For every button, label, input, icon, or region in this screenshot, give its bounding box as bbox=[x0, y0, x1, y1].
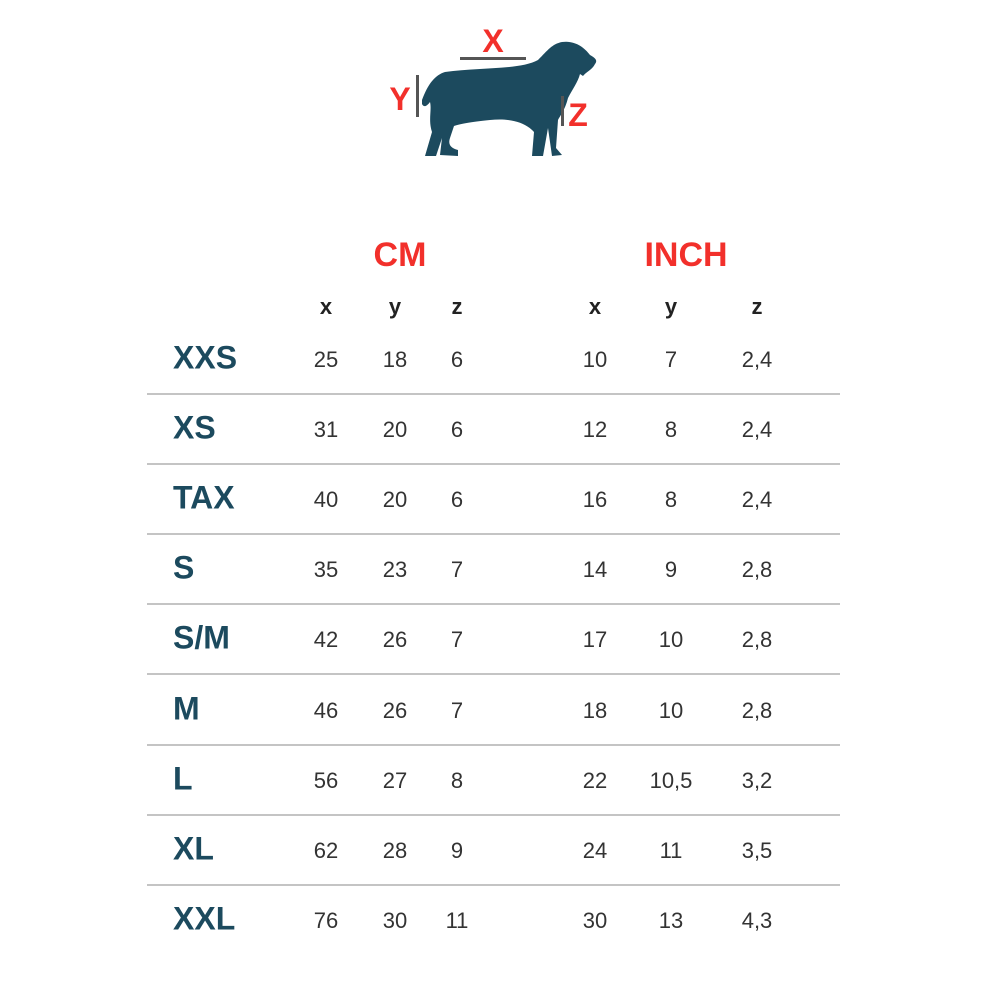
cm-value: 6 bbox=[450, 487, 464, 513]
inch-value: 30 bbox=[582, 907, 608, 933]
cm-value: 28 bbox=[382, 837, 408, 863]
inch-value: 18 bbox=[582, 697, 608, 723]
row-divider bbox=[147, 743, 840, 746]
label-z: Z bbox=[568, 97, 588, 133]
cm-value: 31 bbox=[313, 417, 339, 443]
inch-value: 7 bbox=[664, 347, 678, 372]
cm-value: 7 bbox=[450, 557, 464, 583]
inch-value: 3,2 bbox=[741, 767, 773, 793]
cm-value: 20 bbox=[382, 487, 408, 513]
size-label: XL bbox=[173, 830, 214, 867]
inch-value: 10,5 bbox=[649, 767, 693, 793]
cm-value: 30 bbox=[382, 907, 408, 933]
inch-value: 24 bbox=[582, 837, 608, 863]
inch-value: 2,8 bbox=[741, 697, 773, 723]
column-header-cm: x bbox=[319, 294, 333, 319]
inch-value: 3,5 bbox=[741, 837, 773, 863]
cm-value: 9 bbox=[450, 837, 464, 863]
inch-value: 8 bbox=[664, 417, 678, 443]
size-label: TAX bbox=[173, 479, 235, 516]
inch-value: 2,4 bbox=[741, 487, 773, 513]
inch-value: 10 bbox=[658, 697, 684, 723]
row-divider bbox=[147, 393, 840, 395]
column-header-cm: z bbox=[451, 294, 463, 319]
inch-value: 8 bbox=[664, 487, 678, 513]
row-divider bbox=[147, 673, 840, 676]
row-divider bbox=[147, 463, 840, 466]
unit-header-inch: INCH bbox=[644, 236, 728, 274]
cm-value: 46 bbox=[313, 697, 339, 723]
row-divider bbox=[147, 603, 840, 606]
unit-header-cm: CM bbox=[373, 236, 427, 274]
size-label: XXS bbox=[173, 339, 238, 376]
cm-value: 62 bbox=[313, 837, 339, 863]
cm-value: 20 bbox=[382, 417, 408, 443]
inch-value: 16 bbox=[582, 487, 608, 513]
inch-value: 14 bbox=[582, 557, 608, 583]
cm-value: 11 bbox=[445, 907, 469, 933]
cm-value: 42 bbox=[313, 627, 339, 653]
cm-value: 25 bbox=[313, 347, 339, 372]
cm-value: 40 bbox=[313, 487, 339, 513]
inch-value: 2,4 bbox=[741, 417, 773, 443]
cm-value: 27 bbox=[382, 767, 408, 793]
inch-value: 12 bbox=[582, 417, 608, 443]
column-header-cm: y bbox=[388, 294, 402, 319]
row-divider bbox=[147, 533, 840, 536]
cm-value: 35 bbox=[313, 557, 339, 583]
inch-value: 9 bbox=[664, 557, 678, 583]
cm-value: 7 bbox=[450, 697, 464, 723]
inch-value: 4,3 bbox=[741, 907, 773, 933]
row-divider bbox=[147, 883, 840, 886]
inch-value: 10 bbox=[658, 627, 684, 653]
label-y: Y bbox=[389, 81, 410, 117]
size-label: M bbox=[173, 690, 200, 726]
cm-value: 76 bbox=[313, 907, 339, 933]
cm-value: 56 bbox=[313, 767, 339, 793]
cm-value: 7 bbox=[450, 627, 464, 653]
inch-value: 2,4 bbox=[741, 347, 773, 372]
inch-value: 2,8 bbox=[741, 557, 773, 583]
inch-value: 17 bbox=[582, 627, 608, 653]
column-header-inch: x bbox=[588, 294, 602, 319]
column-header-inch: y bbox=[664, 294, 678, 319]
cm-value: 26 bbox=[382, 697, 408, 723]
inch-value: 13 bbox=[658, 907, 684, 933]
inch-value: 22 bbox=[582, 767, 608, 793]
inch-value: 10 bbox=[582, 347, 608, 372]
cm-value: 23 bbox=[382, 557, 408, 583]
cm-value: 8 bbox=[450, 767, 464, 793]
size-label: XS bbox=[173, 409, 216, 446]
cm-value: 26 bbox=[382, 627, 408, 653]
cm-value: 18 bbox=[382, 347, 408, 372]
column-header-inch: z bbox=[751, 294, 763, 319]
cm-value: 6 bbox=[450, 417, 464, 443]
row-divider bbox=[147, 813, 840, 816]
inch-value: 2,8 bbox=[741, 627, 773, 653]
size-label: S/M bbox=[173, 619, 230, 656]
size-label: S bbox=[173, 549, 195, 586]
cm-value: 6 bbox=[450, 347, 464, 372]
dog-silhouette-icon: X Y Z bbox=[389, 23, 597, 157]
label-x: X bbox=[482, 23, 504, 59]
inch-value: 11 bbox=[659, 837, 683, 863]
size-label: XXL bbox=[173, 900, 236, 937]
size-label: L bbox=[173, 760, 193, 797]
